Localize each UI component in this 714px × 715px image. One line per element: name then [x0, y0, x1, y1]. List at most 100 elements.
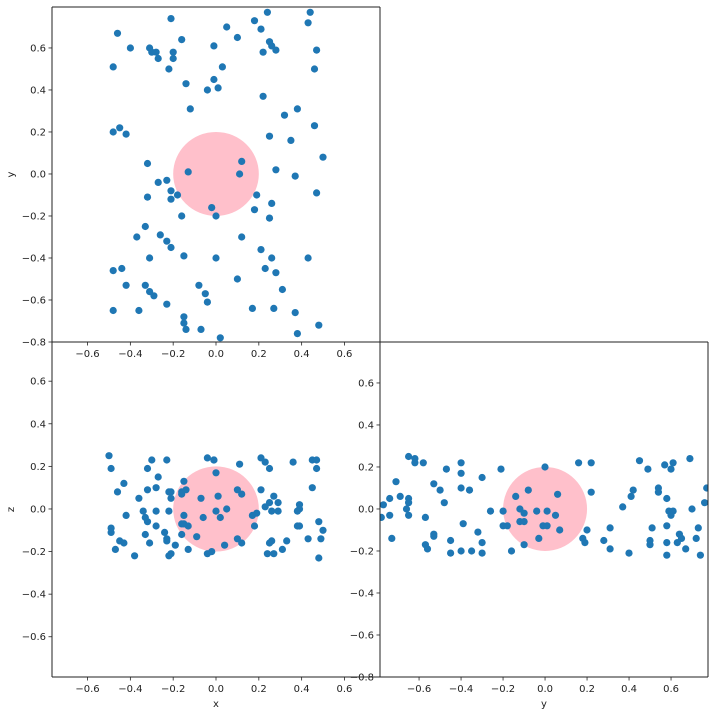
data-point	[313, 189, 321, 197]
data-point	[143, 464, 152, 473]
y-tick-label: 0.0	[30, 169, 46, 180]
z-axis-ticks-yz: −0.8 −0.6 −0.4 −0.2 0.0 0.2 0.4 0.6	[350, 378, 380, 684]
x-tick-label: 0.2	[579, 684, 595, 695]
y-tick-label: −0.6	[22, 632, 46, 643]
data-point	[250, 17, 259, 25]
data-point	[520, 541, 528, 549]
data-point	[541, 463, 549, 471]
y-axis-label-xy: y	[6, 171, 17, 177]
y-tick-label: 0.0	[358, 504, 374, 515]
scatter-points-xy	[109, 8, 327, 342]
data-point	[180, 319, 188, 327]
data-point	[295, 522, 304, 530]
x-tick-label: −0.2	[161, 349, 185, 360]
data-point	[554, 490, 562, 498]
data-point	[402, 505, 411, 513]
data-point	[583, 526, 591, 534]
data-point	[184, 545, 192, 554]
panel-xy: −0.6 −0.4 −0.2 0.0 0.2 0.4 0.6 −0.8−0.6−0.4−0.…	[6, 6, 381, 360]
x-tick-label: −0.6	[75, 684, 99, 695]
data-point	[148, 456, 156, 464]
data-point	[154, 54, 162, 63]
data-point	[280, 111, 289, 119]
data-point	[535, 534, 543, 543]
data-point	[182, 80, 190, 88]
data-point	[423, 545, 432, 553]
data-point	[419, 459, 427, 467]
y-tick-label: −0.6	[350, 630, 374, 641]
data-point	[686, 455, 694, 463]
data-point	[233, 275, 241, 283]
data-point	[313, 46, 321, 54]
data-point	[265, 132, 274, 140]
data-point	[152, 507, 160, 515]
data-point	[635, 457, 644, 465]
data-point	[105, 452, 113, 460]
panel-xz: −0.6 −0.4 −0.2 0.0 0.2 0.4 0.6 −0.6 −0.4 −0.2 0.0…	[6, 342, 380, 710]
data-point	[180, 313, 188, 321]
data-point	[405, 452, 413, 461]
data-point	[667, 465, 675, 473]
data-point	[587, 488, 595, 496]
data-point	[663, 539, 671, 547]
data-point	[238, 490, 246, 498]
data-point	[169, 54, 177, 63]
data-point	[283, 537, 291, 545]
y-tick-label: 0.4	[358, 420, 374, 431]
data-point	[167, 15, 175, 23]
data-point	[265, 499, 274, 507]
data-point	[265, 464, 274, 473]
data-point	[503, 522, 511, 530]
data-point	[436, 486, 444, 494]
data-point	[663, 551, 671, 559]
pink-circle	[173, 131, 259, 216]
y-tick-label: 0.0	[30, 504, 46, 515]
data-point	[600, 536, 608, 545]
data-point	[478, 539, 486, 547]
data-point	[533, 507, 541, 515]
data-point	[263, 550, 271, 558]
data-point	[122, 511, 130, 519]
x-tick-label: 0.6	[337, 684, 353, 695]
data-point	[126, 44, 134, 52]
data-point	[263, 8, 271, 16]
data-point	[646, 541, 654, 549]
data-point	[293, 330, 301, 338]
y-tick-label: −0.8	[22, 338, 46, 349]
data-point	[109, 306, 117, 315]
y-axis-label-yz: y	[541, 699, 547, 710]
data-point	[274, 499, 282, 507]
data-point	[703, 484, 708, 492]
data-point	[193, 533, 201, 541]
data-point	[386, 494, 394, 503]
data-point	[386, 511, 394, 519]
data-point	[677, 534, 686, 543]
data-point	[315, 518, 323, 526]
data-point	[313, 464, 321, 473]
data-point	[152, 484, 160, 492]
data-point	[250, 522, 259, 530]
data-point	[165, 552, 173, 560]
x-axis-ticks-xz: −0.6 −0.4 −0.2 0.0 0.2 0.4 0.6	[75, 677, 352, 695]
data-point	[163, 300, 171, 308]
data-point	[214, 492, 222, 500]
x-tick-label: 0.0	[208, 349, 224, 360]
data-point	[625, 549, 633, 557]
data-point	[606, 545, 614, 553]
x-tick-label: −0.2	[161, 684, 185, 695]
data-point	[122, 281, 130, 289]
data-point	[457, 469, 465, 477]
data-point	[293, 105, 301, 113]
data-point	[457, 459, 465, 467]
data-point	[214, 84, 222, 92]
x-tick-label: −0.4	[118, 684, 142, 695]
data-point	[197, 325, 205, 333]
data-point	[289, 458, 297, 466]
data-point	[116, 124, 124, 132]
data-point	[388, 534, 396, 543]
x-tick-label: 0.6	[663, 684, 679, 695]
data-point	[308, 484, 316, 492]
data-point	[165, 65, 173, 73]
data-point	[606, 524, 614, 532]
